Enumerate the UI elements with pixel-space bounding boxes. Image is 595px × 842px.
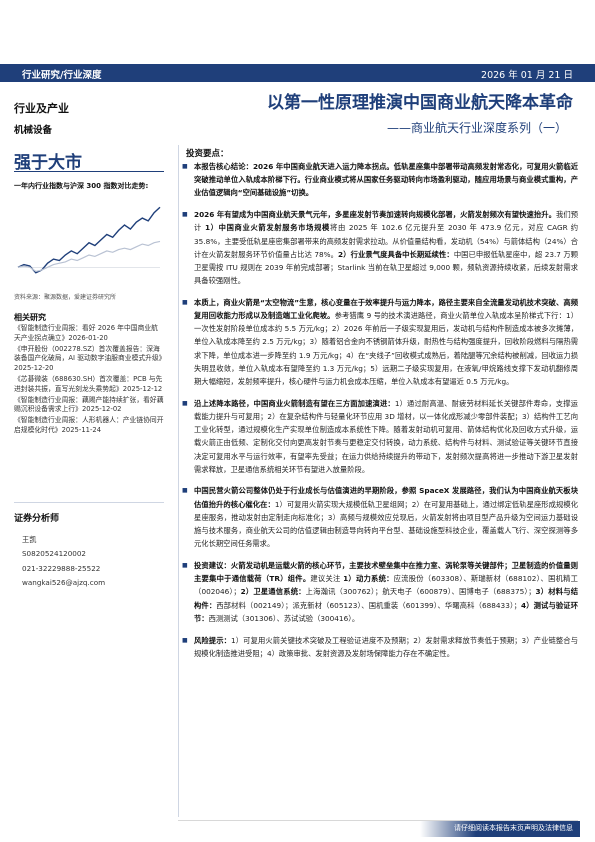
series-line-2	[17, 240, 161, 273]
body-text: 中国已申报低轨星座中，超 23.7 万颗卫星需按 ITU 规则在 2039 年前…	[194, 249, 579, 286]
emphasis-text: 1）中国商业火箭发射服务市场规模	[204, 223, 330, 233]
emphasis-text: 4）测试与验证环节：	[194, 600, 579, 623]
emphasis-text: 本质上，商业火箭是“太空物流”生意，核心变量在于效率提升与运力降本，路径主要来自…	[194, 297, 578, 321]
bullet-icon: ■	[182, 487, 188, 495]
bullet-icon: ■	[182, 636, 188, 644]
bullet-icon: ■	[182, 561, 188, 569]
bullet-icon: ■	[182, 298, 188, 306]
index-trend-chart	[17, 206, 161, 274]
analyst-heading: 证券分析师	[14, 514, 60, 524]
footer-line	[178, 820, 578, 821]
highlight-section: ■ 本报告核心结论：2026 年中国商业航天进入运力降本拐点。低轨星座集中部署带动…	[182, 160, 578, 200]
footer-band	[420, 821, 580, 837]
analyst-phone: 021-32229888-25522	[22, 563, 101, 573]
body-text: 参考猎鹰 9 号的技术演进路径，商业火箭单位入轨成本呈阶梯式下行：1）一次性发射…	[194, 311, 579, 387]
related-research-item[interactable]: 《智能制造行业周报：藕赐产能持续扩张，看好藕赐沉积设备需求上行》2025-12-…	[14, 395, 164, 414]
analyst-email: wangkai526@ajzq.com	[22, 578, 106, 588]
body-text: 1）可复用火箭实现大规模低轨卫星组网；2）在可复用基础上，通过绑定低轨星座形成规…	[194, 499, 578, 549]
related-research-item[interactable]: 《芯碁微装（688630.SH）首次覆盖：PCB 与先进封装共振，直写光刻龙头乘…	[14, 374, 163, 393]
report-date: 2026 年 01 月 21 日	[481, 70, 573, 81]
analyst-info: 王凯 S0820524120002 021-32229888-25522 wan…	[22, 533, 105, 591]
emphasis-text: 沿上述降本路径，中国商业火箭制造有望在三方面加速演进：	[194, 398, 395, 408]
column-divider	[178, 145, 179, 817]
related-research-item[interactable]: 《申开股份（002278.SZ）首次覆盖报告：深海装备国产化破局，AI 驱动数字…	[14, 344, 163, 373]
analyst-name: 王凯	[22, 535, 37, 544]
series-line-1	[17, 206, 161, 274]
analyst-divider	[14, 502, 164, 503]
highlight-section: ■ 风险提示：1）可复用火箭关键技术突破及工程验证进度不及预期；2）发射需求释放节…	[182, 634, 578, 660]
emphasis-text: 2）行业景气度具备中长期延续性：	[338, 249, 454, 259]
related-research-item[interactable]: 《智能制造行业周报：人形机器人：产业链协同开启规模化时代》2025-11-24	[14, 416, 164, 434]
emphasis-text: 1）动力系统：	[343, 574, 394, 584]
emphasis-text: 2026 年有望成为中国商业航天景气元年，多星座发射节奏加速转向规模化部署，火箭…	[194, 210, 556, 220]
related-research-item[interactable]: 《智能制造行业周报：看好 2026 年中国商业航天产业拐点确立》2026-01-…	[14, 324, 158, 342]
bullet-icon: ■	[182, 399, 188, 407]
highlight-section: ■ 中国民营火箭公司整体仍处于行业成长与估值演进的早期阶段，参照 SpaceX 发…	[182, 484, 578, 550]
body-text: 建议关注	[310, 574, 344, 584]
highlights-heading: 投资要点：	[186, 149, 229, 159]
emphasis-text: 本报告核心结论：2026 年中国商业航天进入运力降本拐点。低轨星座集中部署带动高…	[194, 162, 578, 198]
bullet-icon: ■	[182, 211, 188, 219]
bullet-icon: ■	[182, 163, 188, 170]
highlight-section: ■ 本质上，商业火箭是“太空物流”生意，核心变量在于效率提升与运力降本，路径主要来…	[182, 296, 579, 388]
emphasis-text: 中国民营火箭公司整体仍处于行业成长与估值演进的早期阶段，参照 SpaceX 发展…	[194, 486, 578, 509]
highlight-section: ■ 2026 年有望成为中国商业航天景气元年，多星座发射节奏加速转向规模化部署，火…	[182, 208, 579, 287]
investment-highlights: ■ 本报告核心结论：2026 年中国商业航天进入运力降本拐点。低轨星座集中部署带动…	[182, 160, 579, 668]
industry-heading: 行业及产业	[14, 102, 69, 115]
body-text: 西部材料（002149）；派克新材（605123）、国机重装（601399）、华…	[216, 600, 522, 610]
body-text: 我们预计	[194, 210, 578, 233]
report-title: 以第一性原理推演中国商业航天降本革命	[267, 93, 573, 113]
chart-title: 一年内行业指数与沪深 300 指数对比走势:	[14, 182, 149, 190]
analyst-license: S0820524120002	[22, 549, 87, 559]
body-text: 西测测试（301306）、苏试试验（300416）。	[208, 613, 360, 623]
emphasis-text: 风险提示：	[194, 635, 232, 645]
industry-name: 机械设备	[14, 125, 53, 136]
emphasis-text: 投资建议：火箭发动机是运载火箭的核心环节，主要技术壁垒集中在推力室、涡轮泵等关键…	[194, 560, 578, 584]
body-text: 将由 2025 年 102.6 亿元提升至 2030 年 473.9 亿元，对应…	[194, 223, 579, 259]
industry-rating: 强于大市	[14, 153, 82, 173]
body-text: 1）通过耐高温、耐疲劳材料延长关键部件寿命，支撑运载能力提升与可复用；2）在复杂…	[194, 398, 578, 474]
report-category: 行业研究/行业深度	[22, 70, 102, 81]
left-divider	[14, 171, 164, 172]
report-subtitle: ——商业航天行业深度系列（一）	[386, 121, 567, 135]
emphasis-text: 2）卫星通信系统：	[240, 587, 306, 597]
highlight-section: ■ 投资建议：火箭发动机是运载火箭的核心环节，主要技术壁垒集中在推力室、涡轮泵等关…	[182, 559, 579, 625]
body-text: 应流股份（603308）、斯瑞新材（688102）、国机精工（002046）；	[194, 574, 578, 597]
body-text: 1）可复用火箭关键技术突破及工程验证进度不及预期；2）发射需求释放节奏低于预期；…	[194, 635, 578, 658]
footer-disclaimer: 请仔细阅读本报告末页声明及法律信息	[454, 824, 573, 832]
highlight-section: ■ 沿上述降本路径，中国商业火箭制造有望在三方面加速演进：1）通过耐高温、耐疲劳材…	[182, 397, 578, 476]
related-research-list: 《智能制造行业周报：看好 2026 年中国商业航天产业拐点确立》2026-01-…	[14, 324, 164, 437]
related-research-heading: 相关研究	[14, 313, 46, 322]
chart-source: 资料来源：聚源数据，爱建证券研究所	[14, 294, 117, 301]
emphasis-text: 3）材料与结构件：	[194, 587, 578, 610]
body-text: 上海瀚讯（300762）；航天电子（600879）、国博电子（688375）；	[305, 587, 536, 597]
header-bar	[0, 64, 595, 82]
